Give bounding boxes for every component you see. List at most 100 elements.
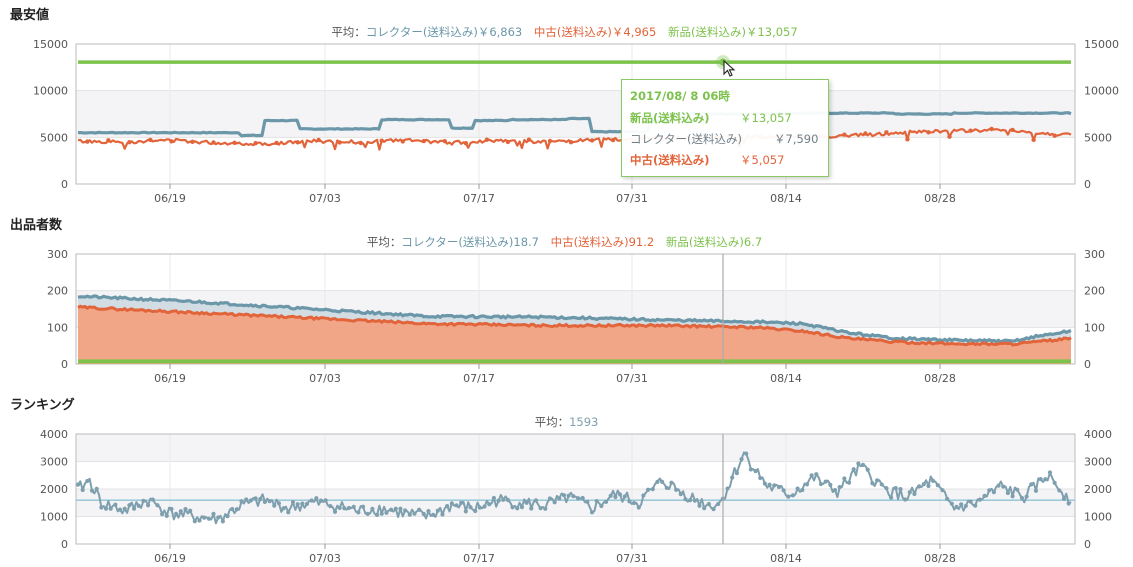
series-point-ranking [286, 510, 291, 515]
series-point-ranking [809, 473, 814, 478]
series-point-ranking [332, 509, 338, 514]
series-point-ranking [80, 487, 85, 493]
series-point-ranking [309, 498, 314, 503]
series-point-ranking [921, 482, 926, 487]
y-tick-label-left: 0 [61, 538, 68, 551]
price-legend-new[interactable]: 新品(送料込み)￥13,057 [667, 25, 798, 39]
series-line-collector [77, 294, 1072, 345]
series-point-ranking [585, 499, 590, 504]
series-point-ranking [407, 512, 412, 517]
y-tick-label-left: 200 [47, 285, 68, 298]
series-point-ranking [141, 498, 146, 503]
series-point-ranking [631, 500, 637, 506]
y-tick-label-right: 5000 [1084, 131, 1112, 144]
series-point-ranking [977, 497, 982, 502]
series-point-ranking [253, 496, 258, 501]
series-point-ranking [683, 497, 688, 502]
ranking-legend-avg-value[interactable]: 1593 [569, 415, 599, 429]
y-tick-label-right: 3000 [1084, 456, 1112, 469]
series-point-ranking [603, 499, 609, 504]
plot-band [76, 516, 1075, 544]
series-point-ranking [973, 503, 978, 508]
x-tick-label: 07/03 [309, 192, 341, 205]
series-point-ranking [515, 506, 520, 511]
y-tick-label-left: 0 [61, 178, 68, 191]
y-tick-label-left: 5000 [40, 131, 68, 144]
y-tick-label-right: 100 [1084, 321, 1105, 334]
series-point-ranking [1057, 488, 1062, 493]
x-tick-label: 06/19 [154, 552, 186, 565]
offers-legend: 平均：コレクター(送料込み)18.7 中古(送料込み)91.2 新品(送料込み)… [0, 234, 1133, 250]
series-point-ranking [211, 511, 216, 516]
y-tick-label-left: 0 [61, 358, 68, 371]
series-point-ranking [155, 503, 160, 508]
price-tooltip: 2017/08/ 8 06時 新品(送料込み) ￥13,057 コレクター(送料… [621, 79, 829, 177]
series-point-ranking [561, 493, 567, 498]
series-point-ranking [1033, 488, 1039, 493]
series-point-ranking [445, 503, 450, 509]
series-point-ranking [290, 499, 296, 505]
offers-legend-avg-label: 平均： [366, 235, 402, 249]
offers-legend-collector[interactable]: コレクター(送料込み)18.7 [401, 235, 539, 249]
series-point-used [1031, 137, 1036, 143]
series-point-ranking [393, 506, 398, 511]
series-point-ranking [150, 497, 155, 502]
series-point-ranking [949, 501, 954, 506]
series-point-used [484, 137, 490, 142]
price-legend-used[interactable]: 中古(送料込み)￥4,965 [533, 25, 657, 39]
series-point-ranking [239, 499, 244, 504]
series-point-used [211, 140, 216, 145]
series-point-ranking [145, 503, 151, 508]
series-point-ranking [244, 497, 249, 502]
x-tick-label: 07/17 [463, 192, 495, 205]
offers-chart[interactable]: 0 0 100 100 200 200 300 300 06/19 07/03 07/17 07/31… [0, 214, 1133, 394]
price-legend: 平均：コレクター(送料込み)￥6,863 中古(送料込み)￥4,965 新品(送… [0, 24, 1133, 40]
tooltip-new-label: 新品(送料込み) [630, 111, 710, 125]
series-point-ranking [94, 486, 99, 491]
y-tick-label-right: 0 [1084, 538, 1091, 551]
series-point-ranking [987, 488, 992, 493]
series-point-ranking [636, 505, 641, 510]
series-point-ranking [800, 487, 805, 493]
series-point-ranking [323, 498, 328, 503]
series-point-ranking [674, 487, 679, 492]
offers-legend-used[interactable]: 中古(送料込み)91.2 [550, 235, 655, 249]
price-legend-collector[interactable]: コレクター(送料込み)￥6,863 [365, 25, 523, 39]
y-tick-label-right: 2000 [1084, 483, 1112, 496]
series-point-used [148, 137, 153, 143]
ranking-chart[interactable]: 0 0 1000 1000 2000 2000 3000 3000 4000 4000 06/19 0… [0, 394, 1133, 567]
series-point-ranking [730, 475, 735, 480]
x-tick-label: 07/31 [616, 372, 648, 385]
series-point-used [884, 130, 889, 135]
series-point-ranking [613, 494, 618, 500]
y-tick-label-left: 3000 [40, 456, 68, 469]
series-point-used [905, 137, 910, 142]
y-tick-label-right: 15000 [1084, 38, 1119, 51]
series-point-ranking [575, 496, 581, 501]
series-point-used [568, 140, 574, 145]
series-point-ranking [776, 484, 782, 490]
series-point-ranking [734, 470, 739, 476]
series-point-ranking [589, 510, 595, 515]
series-point-ranking [706, 501, 711, 507]
series-point-ranking [688, 498, 693, 503]
series-point-ranking [954, 504, 959, 509]
series-point-ranking [136, 503, 141, 508]
series-point-ranking [697, 503, 702, 508]
price-chart[interactable]: 0 0 5000 5000 10000 10000 15000 15000 06/19 07/03… [0, 0, 1133, 215]
series-point-ranking [197, 518, 202, 523]
series-point-used [190, 139, 195, 144]
series-point-ranking [903, 497, 908, 502]
series-point-ranking [538, 506, 543, 511]
series-point-ranking [174, 511, 179, 517]
series-point-ranking [884, 486, 889, 491]
series-point-ranking [660, 479, 665, 484]
offers-legend-new[interactable]: 新品(送料込み)6.7 [665, 235, 763, 249]
series-point-ranking [991, 489, 996, 495]
series-point-ranking [650, 487, 655, 492]
x-tick-label: 08/28 [924, 192, 956, 205]
series-point-ranking [449, 501, 454, 506]
series-line-used [77, 127, 1072, 151]
series-point-ranking [220, 519, 225, 524]
series-point-ranking [463, 509, 468, 514]
